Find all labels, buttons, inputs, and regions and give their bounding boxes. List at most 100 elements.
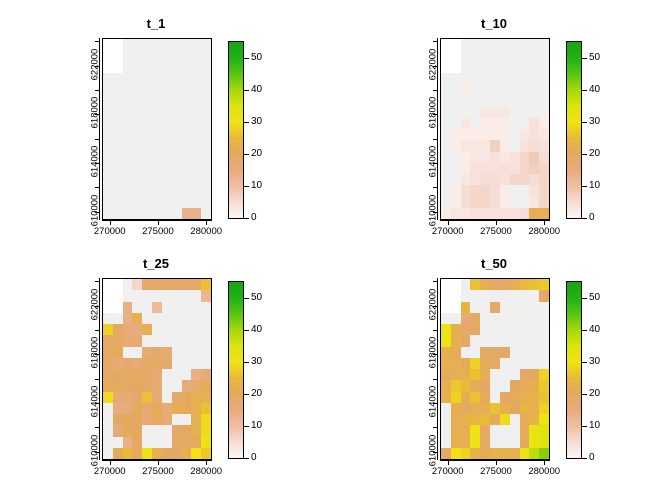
raster-cell [161, 174, 172, 186]
color-scale-bar[interactable] [566, 41, 582, 219]
raster-cell [142, 391, 153, 403]
raster-cell [519, 447, 530, 459]
raster-cell [161, 162, 172, 174]
raster-cell [529, 129, 540, 141]
raster-cell [103, 151, 113, 163]
raster-cell [470, 207, 481, 219]
raster-cell [171, 369, 182, 381]
raster-cell [460, 129, 471, 141]
raster-cell [499, 290, 510, 302]
raster-cell [470, 50, 481, 62]
raster-cell [112, 312, 123, 324]
raster-cell [519, 196, 530, 208]
color-scale-bar[interactable] [566, 281, 582, 459]
raster-cell [142, 72, 153, 84]
raster-cell [152, 106, 162, 118]
raster-cell [122, 140, 133, 152]
raster-cell [103, 391, 113, 403]
raster-cell [519, 391, 530, 403]
raster-cell [470, 95, 481, 107]
raster-cell [191, 357, 202, 369]
raster-cell [490, 312, 500, 324]
panel-title: t_25 [142, 256, 170, 271]
raster-cell [181, 162, 192, 174]
raster-cell [132, 61, 143, 73]
panel-t_1: t_1 270000 275000 280000 610000 614000 618000 6… [0, 0, 338, 240]
raster-cell [519, 39, 530, 51]
raster-cell [509, 162, 520, 174]
color-scale-bar[interactable] [228, 41, 244, 219]
raster-cell [480, 84, 491, 96]
raster-cell [490, 207, 500, 219]
raster-cell [112, 391, 123, 403]
raster-cell [490, 447, 500, 459]
raster-cell [103, 196, 113, 208]
raster-cell [171, 84, 182, 96]
raster-cell [460, 425, 471, 437]
raster-cell [539, 61, 549, 73]
color-scale-bar[interactable] [228, 281, 244, 459]
raster-cell [509, 207, 520, 219]
raster-cell [161, 185, 172, 197]
raster-cell [539, 129, 549, 141]
raster-cell [181, 324, 192, 336]
raster-cell [171, 50, 182, 62]
raster-cell [122, 436, 133, 448]
raster-cell [460, 61, 471, 73]
raster-cell [181, 84, 192, 96]
raster-cell [161, 380, 172, 392]
raster-cell [450, 312, 461, 324]
y-axis-tick [433, 211, 437, 213]
raster-cell [201, 185, 211, 197]
raster-plot-area[interactable] [102, 38, 212, 220]
raster-cell [490, 84, 500, 96]
raster-cell [529, 312, 540, 324]
y-axis-minor-tick [433, 138, 437, 140]
raster-cell [152, 402, 162, 414]
raster-cell [171, 106, 182, 118]
raster-cell [460, 95, 471, 107]
raster-cell [441, 324, 451, 336]
raster-cell [450, 185, 461, 197]
raster-cell [122, 196, 133, 208]
raster-cell [529, 425, 540, 437]
raster-cell [460, 106, 471, 118]
raster-cell [509, 95, 520, 107]
raster-cell [480, 301, 491, 313]
raster-cell [122, 61, 133, 73]
raster-plot-area[interactable] [102, 278, 212, 460]
y-axis-tick-label: 622000 [427, 48, 439, 81]
color-scale-gradient [229, 282, 243, 458]
raster-cell [460, 380, 471, 392]
raster-cell [539, 402, 549, 414]
raster-cell [450, 162, 461, 174]
raster-cell [191, 140, 202, 152]
y-axis-minor-tick [95, 427, 99, 429]
raster-cell [490, 324, 500, 336]
raster-cell [529, 39, 540, 51]
x-axis-tick [206, 461, 208, 465]
raster-cell [103, 324, 113, 336]
raster-cell [142, 207, 153, 219]
raster-cell [529, 447, 540, 459]
raster-cell [191, 151, 202, 163]
raster-cell [181, 436, 192, 448]
raster-cell [132, 436, 143, 448]
raster-cell [181, 129, 192, 141]
raster-cell [441, 50, 451, 62]
raster-cell [152, 414, 162, 426]
raster-cell [132, 447, 143, 459]
raster-cell [470, 117, 481, 129]
raster-cell [191, 106, 202, 118]
raster-plot-area[interactable] [440, 278, 550, 460]
raster-cell [122, 106, 133, 118]
raster-cell [181, 95, 192, 107]
raster-cell [142, 290, 153, 302]
raster-cell [112, 84, 123, 96]
raster-cell [441, 39, 451, 51]
raster-cell [191, 39, 202, 51]
y-axis-tick [433, 451, 437, 453]
raster-plot-area[interactable] [440, 38, 550, 220]
color-scale-tick-label: 20 [589, 148, 601, 159]
raster-cell [441, 402, 451, 414]
